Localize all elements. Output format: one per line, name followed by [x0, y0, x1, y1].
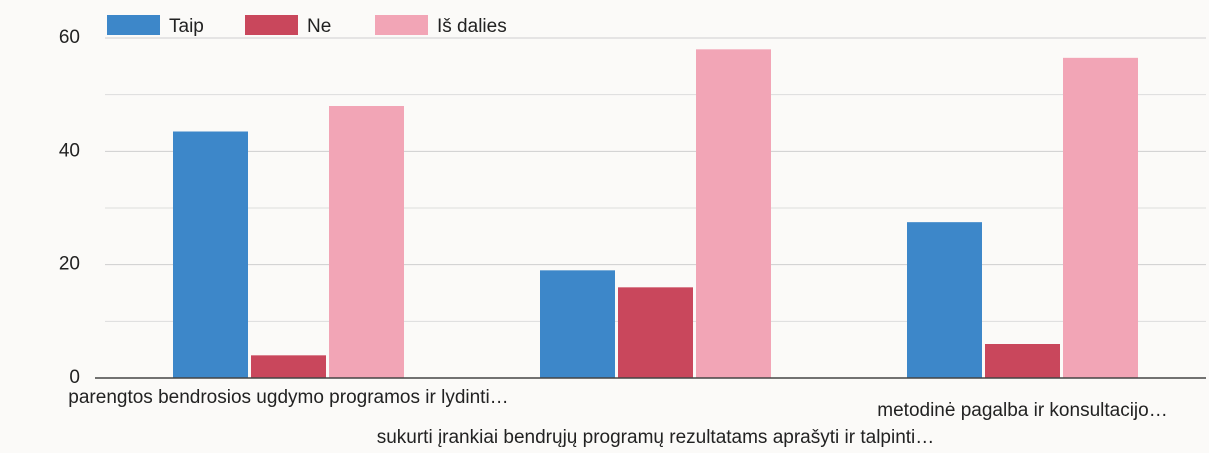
bar: [540, 270, 615, 378]
legend-swatch: [107, 15, 160, 35]
bar: [907, 222, 982, 378]
y-tick-label: 40: [59, 140, 80, 161]
legend-label: Taip: [169, 16, 204, 37]
bar: [696, 49, 771, 378]
bar: [251, 355, 326, 378]
x-tick-label: sukurti įrankiai bendrųjų programų rezul…: [377, 427, 935, 448]
x-tick-label: metodinė pagalba ir konsultacijo…: [877, 400, 1167, 421]
y-tick-label: 0: [69, 367, 80, 388]
legend-swatch: [375, 15, 428, 35]
x-tick-label: parengtos bendrosios ugdymo programos ir…: [68, 387, 508, 408]
y-tick-label: 20: [59, 254, 80, 275]
y-tick-label: 60: [59, 27, 80, 48]
legend-label: Iš dalies: [437, 16, 507, 37]
bar: [329, 106, 404, 378]
bar: [985, 344, 1060, 378]
bar: [173, 131, 248, 378]
legend-swatch: [245, 15, 298, 35]
bar: [1063, 57, 1138, 378]
legend-label: Ne: [307, 16, 331, 37]
bar: [618, 287, 693, 378]
